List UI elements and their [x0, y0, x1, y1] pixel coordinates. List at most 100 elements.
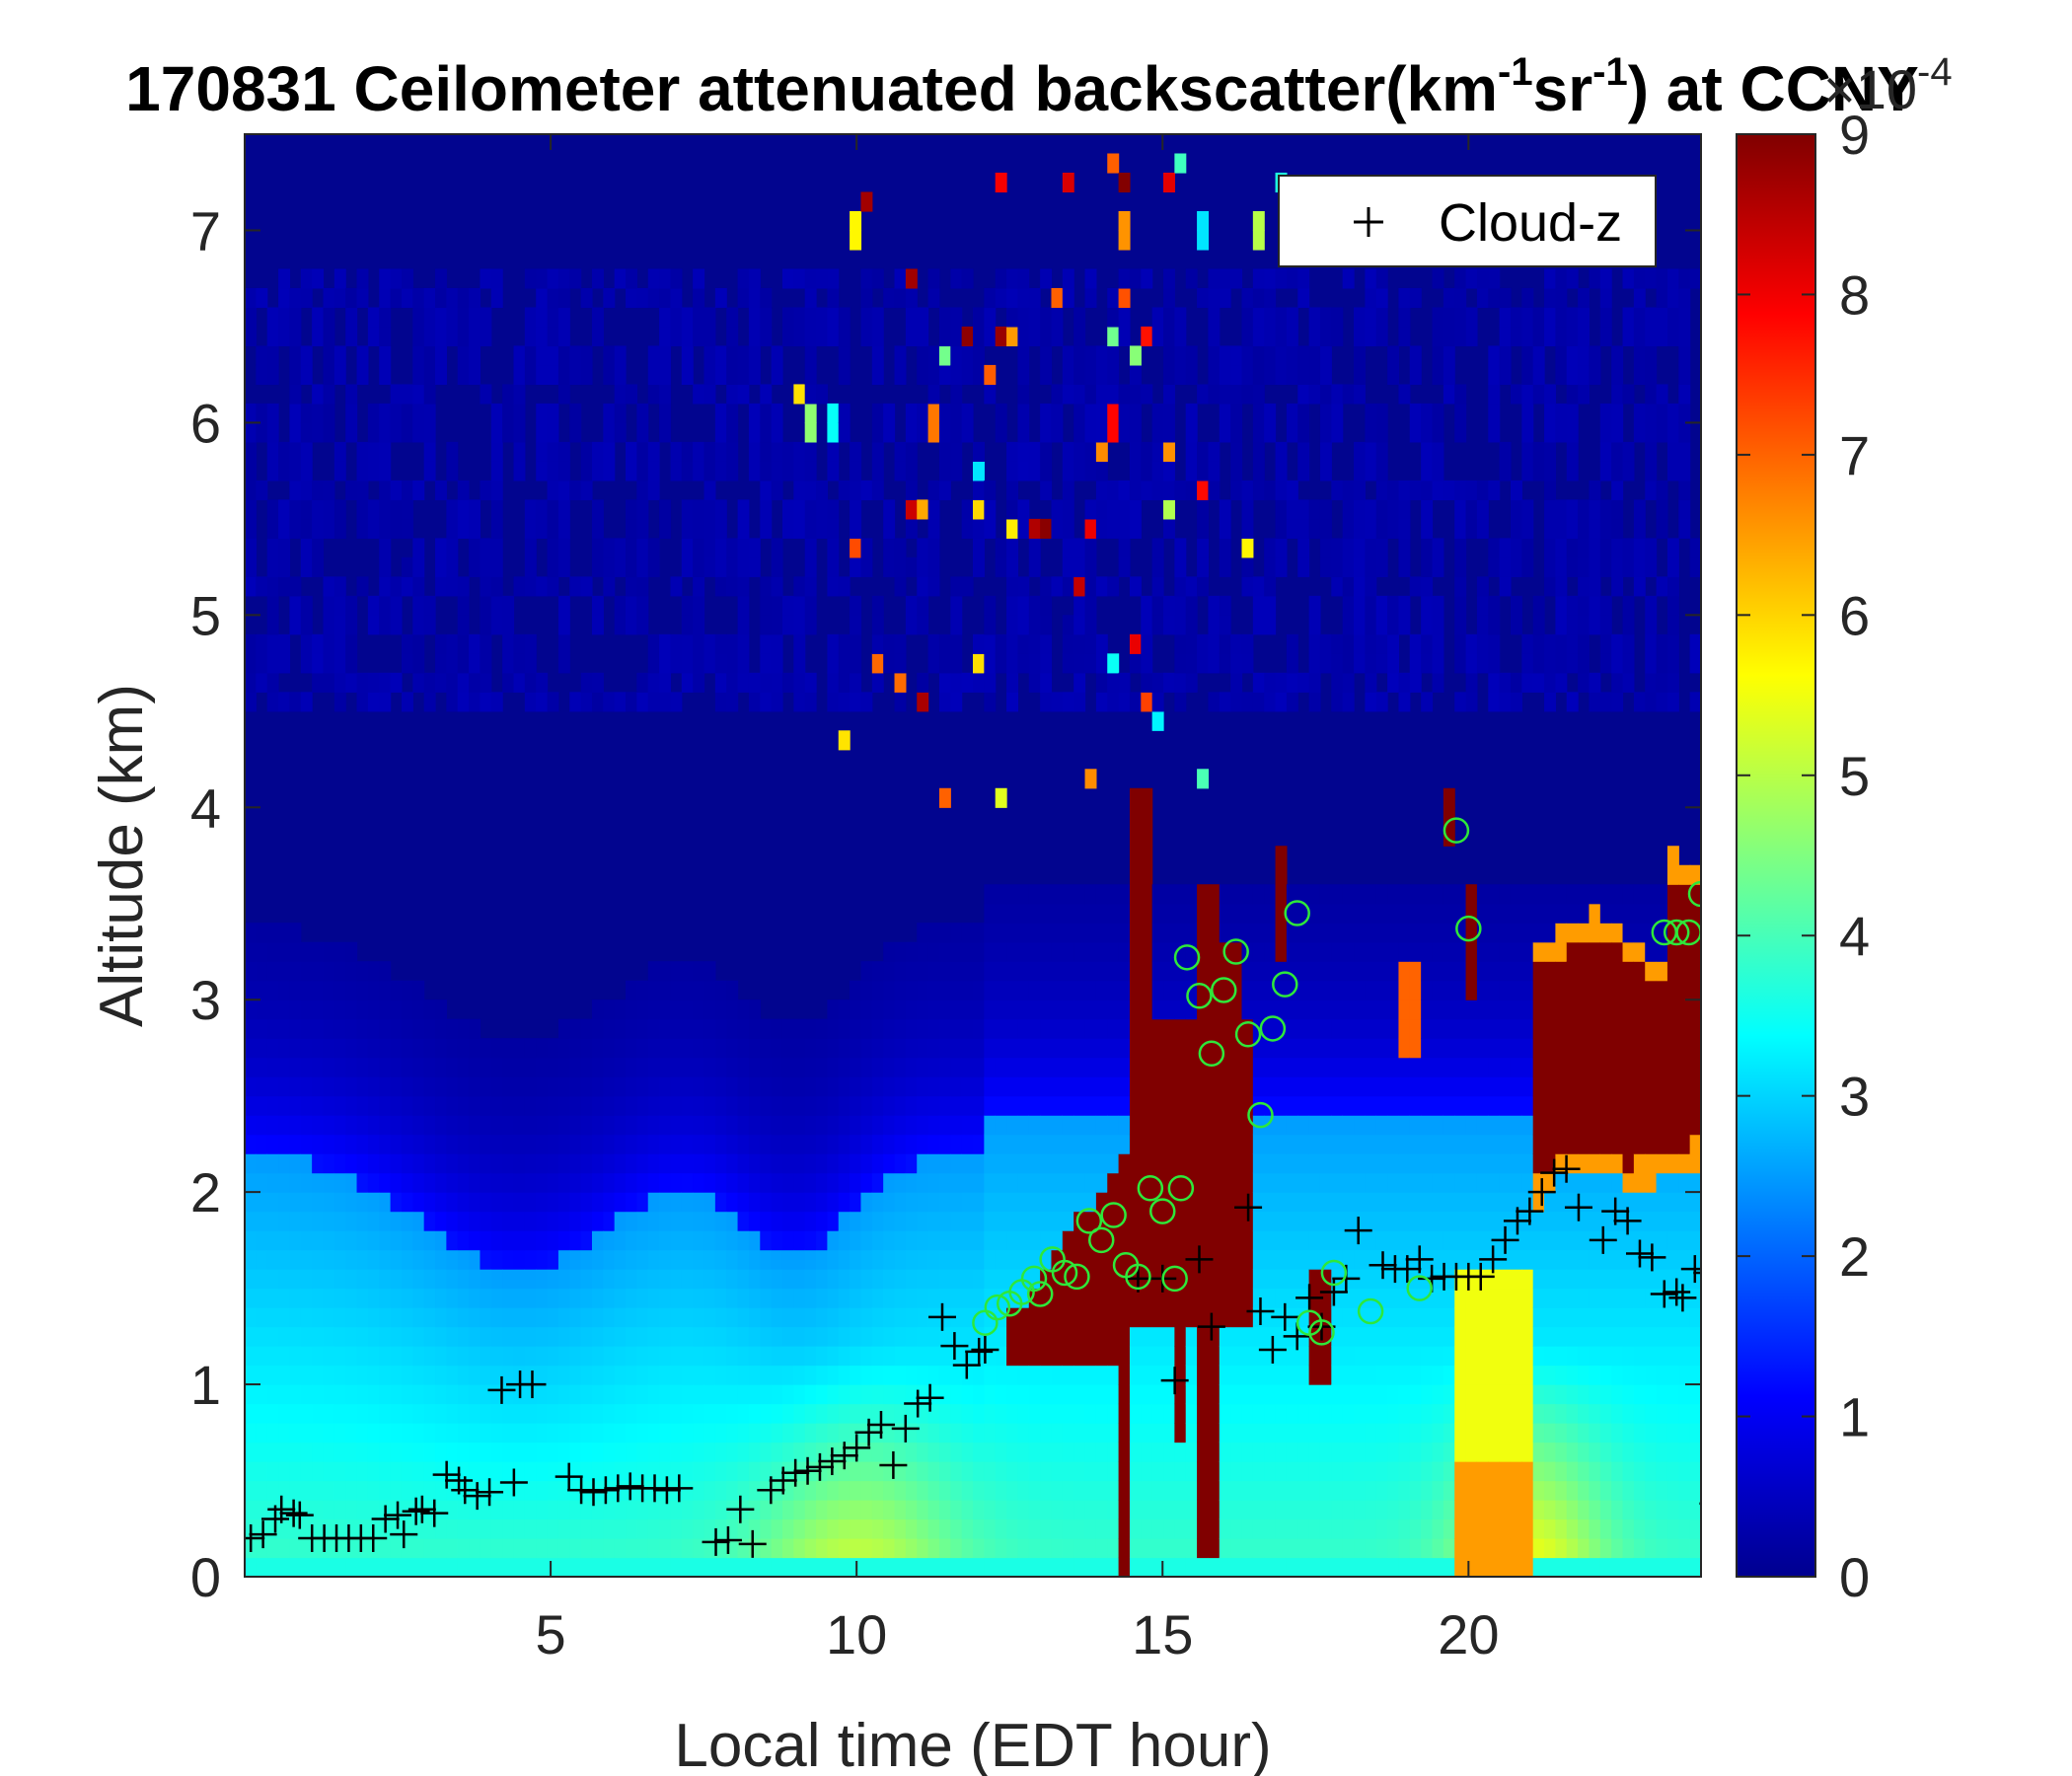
x-tick-label: 10 [826, 1603, 887, 1665]
cloud-z-point [371, 1505, 400, 1533]
cloud-circle-point [1100, 1202, 1127, 1228]
cloud-z-point [420, 1499, 449, 1527]
cloud-circle-point [1137, 1174, 1164, 1202]
x-axis: 5 10 15 20 [536, 134, 1499, 1665]
cloud-z-point [971, 1335, 999, 1364]
cloud-z-point [1613, 1207, 1642, 1235]
cloud-z-point [1491, 1225, 1519, 1254]
cloud-circle-point [1149, 1198, 1176, 1224]
cloud-z-point [1319, 1278, 1348, 1306]
cloud-z-point [1405, 1245, 1434, 1274]
legend-entry-cloud-z: Cloud-z [1439, 193, 1622, 253]
x-tick-label: 5 [536, 1603, 566, 1665]
legend-marker-plus [1354, 207, 1383, 237]
cloud-circle-point [1064, 1263, 1090, 1291]
y-axis-label: Altitude (km) [88, 684, 156, 1027]
cloud-z-point [359, 1524, 388, 1553]
cloud-z-point [652, 1476, 681, 1505]
chart-title: 170831 Ceilometer attenuated backscatter… [125, 50, 1919, 124]
cloud-z-point [1197, 1312, 1225, 1341]
colorbar-exponent: ×10-4 [1823, 50, 1953, 120]
cloud-z-point [1650, 1280, 1678, 1308]
cloud-markers [245, 817, 1739, 1558]
cloud-z-point [1234, 1193, 1263, 1221]
colorbar-tick-label: 2 [1839, 1225, 1870, 1288]
cloud-circle-point [1357, 1297, 1384, 1325]
cloud-z-point [616, 1472, 644, 1501]
cloud-z-point [279, 1499, 308, 1527]
cloud-z-point [1668, 1284, 1697, 1312]
cloud-circle-point [1211, 977, 1237, 1003]
cloud-circle-point [1075, 1208, 1103, 1234]
legend: Cloud-z [1278, 175, 1657, 267]
cloud-z-point [738, 1529, 767, 1558]
cloud-z-point [267, 1495, 296, 1523]
cloud-circle-point [1700, 831, 1701, 842]
x-axis-label: Local time (EDT hour) [674, 1712, 1271, 1776]
cloud-z-point [891, 1414, 920, 1443]
cloud-z-point [1185, 1245, 1214, 1274]
cloud-circle-point [1167, 1174, 1195, 1202]
cloud-z-point [1246, 1296, 1275, 1325]
y-tick-label: 0 [190, 1546, 221, 1608]
cloud-z-point [1589, 1225, 1617, 1254]
cloud-circle-point [1284, 900, 1310, 926]
cloud-z-point [1160, 1367, 1189, 1395]
cloud-z-point [830, 1442, 858, 1470]
cloud-z-point [476, 1478, 504, 1507]
cloud-circle-point [1161, 1265, 1188, 1293]
cloud-z-point [591, 1476, 620, 1505]
cloud-z-point [1540, 1158, 1569, 1187]
colorbar-tick-label: 4 [1839, 905, 1870, 967]
cloud-z-point [487, 1375, 516, 1404]
cloud-circle-point [1443, 817, 1470, 844]
cloud-z-point [451, 1476, 480, 1505]
cloud-z-point [1663, 1278, 1691, 1306]
cloud-circle-point [1125, 1263, 1151, 1291]
colorbar: 0 1 2 3 4 5 6 7 8 9 ×10-4 [1736, 50, 1953, 1608]
colorbar-ticks: 0 1 2 3 4 5 6 7 8 9 [1737, 104, 1870, 1608]
x-tick-label: 20 [1438, 1603, 1499, 1665]
cloud-z-point [940, 1332, 969, 1361]
cloud-z-point [866, 1411, 895, 1440]
cloud-z-point [407, 1495, 436, 1523]
cloud-z-point [1466, 1262, 1495, 1291]
cloud-z-point [1638, 1243, 1666, 1272]
cloud-z-point [245, 1524, 265, 1553]
cloud-z-point [1706, 1263, 1734, 1291]
cloud-z-point [384, 1501, 412, 1529]
cloud-z-point [843, 1434, 871, 1462]
cloud-z-point [726, 1495, 755, 1523]
heatmap [245, 153, 1701, 1577]
cloud-circle-point [1173, 944, 1201, 971]
legend-box [1278, 175, 1657, 267]
cloud-z-point [1712, 1496, 1739, 1523]
cloud-z-point [1516, 1197, 1544, 1225]
cloud-z-point [818, 1447, 847, 1476]
cloud-z-point [604, 1474, 632, 1503]
cloud-z-point [1527, 1178, 1556, 1207]
cloud-circle-point [1687, 880, 1701, 908]
cloud-z-point [555, 1462, 583, 1491]
cloud-z-point [567, 1476, 596, 1505]
y-tick-label: 6 [190, 392, 221, 454]
cloud-circle-point [1455, 915, 1482, 942]
cloud-circle-point [1320, 1259, 1348, 1287]
cloud-z-point [1369, 1251, 1397, 1280]
colorbar-tick-label: 8 [1839, 263, 1870, 326]
colorbar-tick-label: 6 [1839, 584, 1870, 646]
cloud-z-point [665, 1474, 694, 1503]
cloud-circle-point [1020, 1265, 1048, 1293]
cloud-z-point [1699, 1502, 1701, 1506]
cloud-z-point [1564, 1193, 1592, 1221]
cloud-z-point [1344, 1217, 1372, 1245]
cloud-circle-point [1308, 1319, 1335, 1346]
colorbar-tick-label: 3 [1839, 1066, 1870, 1128]
cloud-circle-point [1234, 1021, 1262, 1048]
y-tick-label: 3 [190, 969, 221, 1031]
colorbar-tick-label: 7 [1839, 424, 1870, 486]
cloud-circle-point [1406, 1275, 1433, 1301]
cloud-circle-point [1222, 938, 1249, 965]
cloud-z-point [1271, 1302, 1299, 1331]
